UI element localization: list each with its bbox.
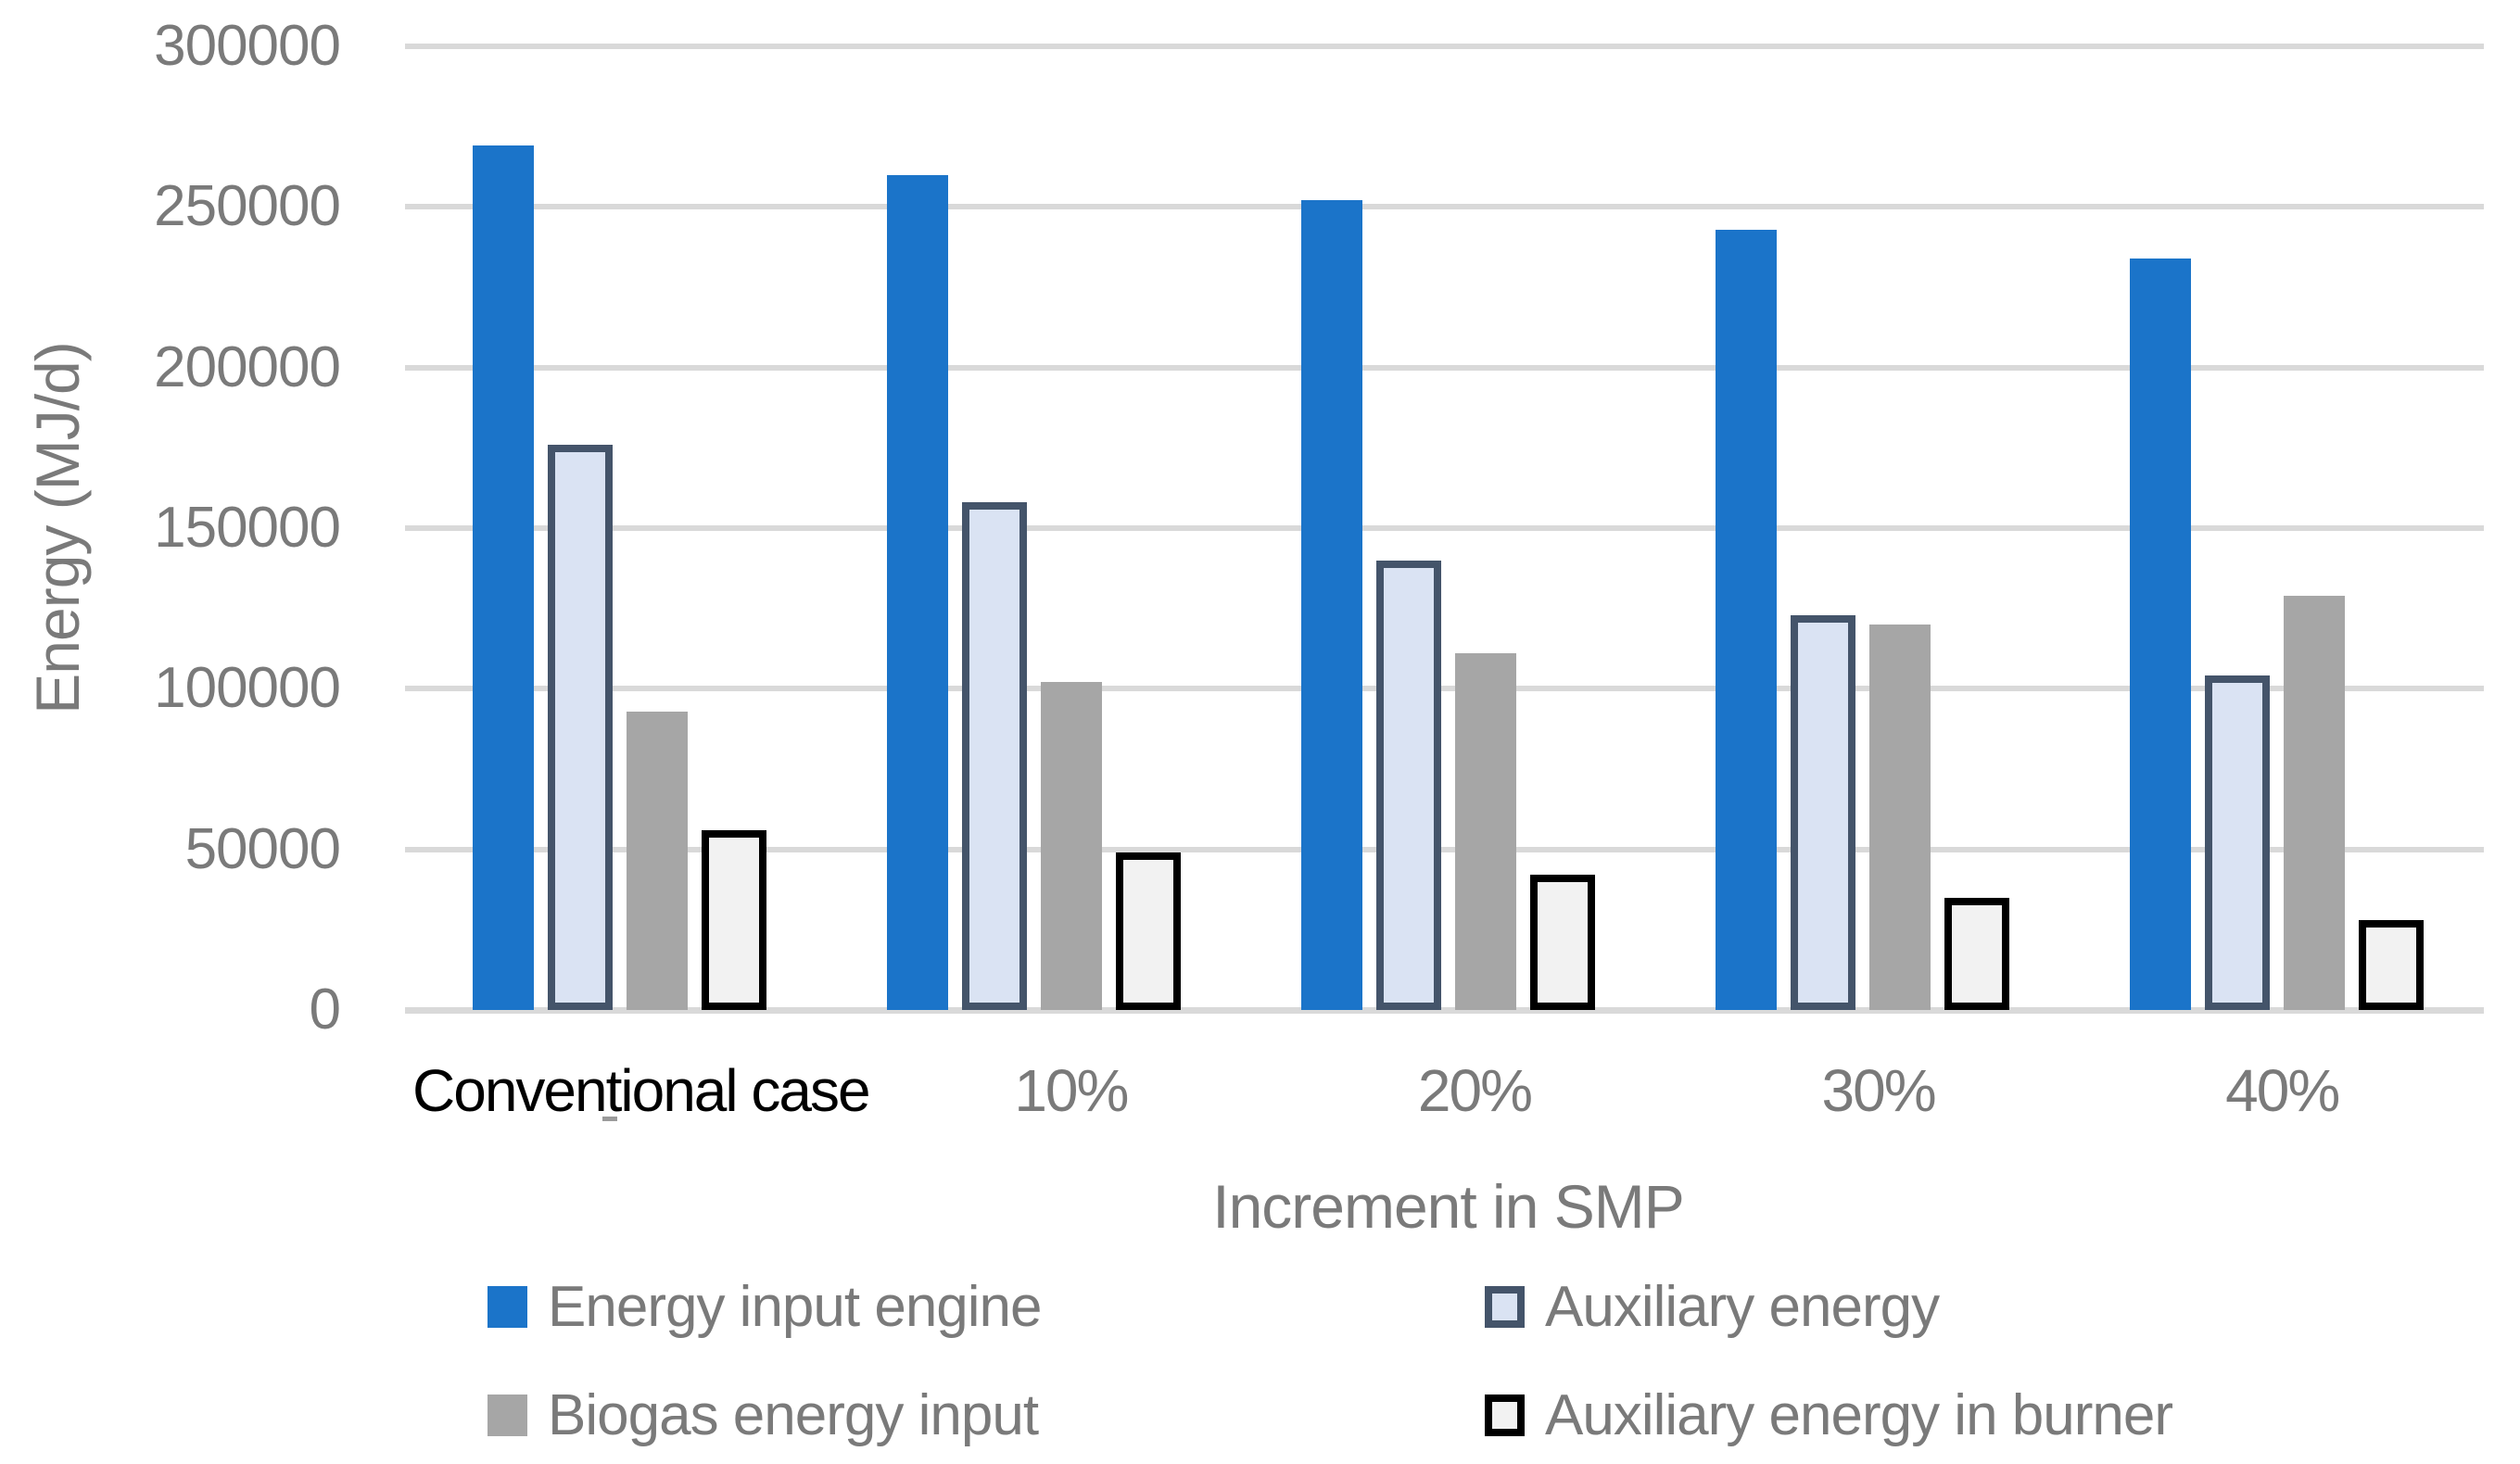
bar	[887, 174, 948, 1010]
legend-label: Energy input engine	[548, 1275, 1043, 1339]
x-category-label-2: 10%	[1014, 1057, 1129, 1124]
bar	[962, 502, 1027, 1010]
bar	[473, 145, 534, 1010]
bar	[2130, 258, 2191, 1010]
legend-swatch	[1485, 1286, 1525, 1328]
legend-label: Auxiliary energy in burner	[1545, 1383, 2173, 1447]
y-tick-label-0: 0	[309, 978, 341, 1041]
legend-label: Auxiliary energy	[1545, 1275, 1940, 1339]
legend-swatch	[488, 1395, 527, 1436]
y-tick-label-300000: 300000	[154, 14, 341, 78]
y-tick-label-50000: 50000	[184, 816, 341, 881]
bar	[1455, 653, 1516, 1010]
bar	[627, 711, 688, 1010]
bar-group-5	[2070, 46, 2484, 1010]
plot-area	[405, 44, 2484, 1014]
bar	[1116, 852, 1181, 1010]
bar	[1301, 200, 1362, 1010]
gridline-0	[405, 1007, 2484, 1014]
bar	[1530, 875, 1595, 1010]
bar	[1869, 625, 1931, 1010]
gridline-100000	[405, 686, 2484, 692]
stray-mark	[602, 1117, 617, 1121]
legend-swatch	[488, 1286, 527, 1328]
bar	[2359, 919, 2424, 1010]
bar	[2205, 675, 2270, 1010]
bar-group-4	[1655, 46, 2070, 1010]
legend-item: Biogas energy input	[488, 1382, 1039, 1448]
x-axis-title: Increment in SMP	[1212, 1172, 1685, 1241]
gridline-150000	[405, 525, 2484, 531]
x-category-label-4: 30%	[1821, 1057, 1937, 1124]
y-tick-label-200000: 200000	[154, 334, 341, 399]
legend-item: Energy input engine	[488, 1274, 1043, 1340]
bar	[702, 829, 766, 1010]
legend-item: Auxiliary energy	[1485, 1274, 1940, 1340]
gridline-50000	[405, 846, 2484, 852]
y-tick-label-100000: 100000	[154, 656, 341, 721]
bar	[1041, 682, 1102, 1010]
y-tick-label-250000: 250000	[154, 174, 341, 239]
gridline-300000	[405, 44, 2484, 49]
bar-group-1	[412, 46, 827, 1010]
legend-item: Auxiliary energy in burner	[1485, 1382, 2173, 1448]
bar	[1944, 897, 2009, 1010]
bar-group-2	[827, 46, 1241, 1010]
x-category-label-5: 40%	[2225, 1057, 2340, 1124]
bar	[1376, 560, 1441, 1010]
bar	[2284, 595, 2345, 1010]
gridline-200000	[405, 364, 2484, 371]
y-tick-label-150000: 150000	[154, 496, 341, 560]
bar-group-3	[1241, 46, 1655, 1010]
x-axis-category-labels: Conventional case 10% 20% 30% 40%	[412, 1056, 2484, 1125]
x-category-label-3: 20%	[1417, 1057, 1533, 1124]
gridline-250000	[405, 204, 2484, 210]
legend-label: Biogas energy input	[548, 1383, 1039, 1447]
bars-layer	[412, 46, 2484, 1010]
bar	[1791, 614, 1855, 1010]
x-category-label-1: Conventional case	[412, 1057, 871, 1124]
legend-swatch	[1485, 1395, 1525, 1436]
bar	[1716, 229, 1777, 1010]
bar	[548, 444, 613, 1010]
